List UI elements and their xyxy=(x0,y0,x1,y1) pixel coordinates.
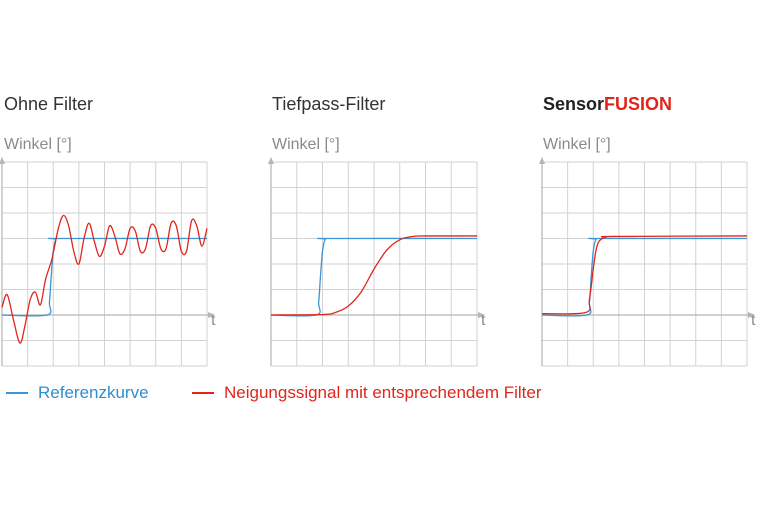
x-axis-arrow xyxy=(208,312,215,318)
title-fusion-part: FUSION xyxy=(604,94,673,114)
legend-item-signal: Neigungssignal mit entsprechendem Filter xyxy=(192,383,542,403)
legend-label-signal: Neigungssignal mit entsprechendem Filter xyxy=(224,383,542,402)
x-axis-label: t xyxy=(751,312,756,329)
y-axis-arrow xyxy=(0,157,5,164)
y-axis-arrow xyxy=(268,157,274,164)
y-axis-label-1: Winkel [°] xyxy=(4,136,72,153)
series-line-reference xyxy=(270,237,478,317)
legend-item-reference: Referenzkurve xyxy=(6,383,149,403)
chart-title-sensorfusion: SensorFUSION xyxy=(543,94,672,115)
x-axis-arrow xyxy=(748,312,755,318)
series-line-signal xyxy=(541,235,748,315)
chart-panel-lowpass: t xyxy=(268,157,486,367)
series-line-reference xyxy=(541,237,748,317)
x-axis-arrow xyxy=(478,312,485,318)
y-axis-label-2: Winkel [°] xyxy=(272,136,340,153)
legend-swatch-signal xyxy=(192,392,214,394)
legend-label-reference: Referenzkurve xyxy=(38,383,149,402)
x-axis-label: t xyxy=(211,312,216,329)
title-sensor-part: Sensor xyxy=(543,94,605,114)
x-axis-label: t xyxy=(481,312,486,329)
y-axis-label-3: Winkel [°] xyxy=(543,136,611,153)
chart-title-no-filter: Ohne Filter xyxy=(4,94,94,114)
chart-title-lowpass: Tiefpass-Filter xyxy=(272,94,386,114)
series-line-signal xyxy=(1,214,208,344)
y-axis-arrow xyxy=(539,157,545,164)
series-line-signal xyxy=(270,235,478,316)
chart-panel-sensorfusion: t xyxy=(539,157,756,367)
chart-panel-no-filter: t xyxy=(0,157,216,367)
legend-swatch-reference xyxy=(6,392,28,394)
